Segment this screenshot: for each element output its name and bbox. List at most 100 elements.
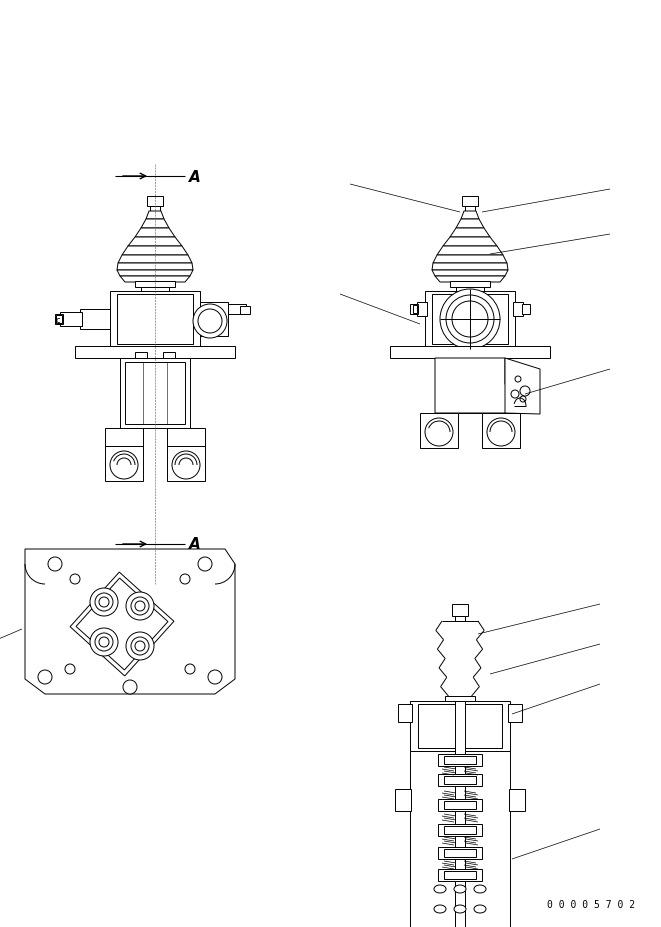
Polygon shape xyxy=(25,550,235,694)
Bar xyxy=(135,282,175,287)
Circle shape xyxy=(520,387,530,397)
Bar xyxy=(60,312,82,326)
Bar xyxy=(444,756,476,764)
Circle shape xyxy=(185,665,195,674)
Bar xyxy=(513,303,523,317)
Text: A: A xyxy=(189,170,201,184)
Circle shape xyxy=(520,397,526,402)
Circle shape xyxy=(110,451,138,479)
Bar xyxy=(417,303,427,317)
Bar xyxy=(438,870,482,881)
Polygon shape xyxy=(120,276,190,283)
Bar xyxy=(150,207,160,211)
Polygon shape xyxy=(443,237,497,247)
Bar xyxy=(508,705,522,722)
Ellipse shape xyxy=(474,885,486,893)
Polygon shape xyxy=(505,359,540,414)
Polygon shape xyxy=(456,220,484,229)
Bar xyxy=(135,352,147,359)
Circle shape xyxy=(208,670,222,684)
Polygon shape xyxy=(432,263,508,271)
Circle shape xyxy=(193,305,227,338)
Bar xyxy=(117,295,193,345)
Polygon shape xyxy=(141,220,169,229)
Bar xyxy=(456,287,484,292)
Ellipse shape xyxy=(434,885,446,893)
Polygon shape xyxy=(118,256,192,263)
Bar xyxy=(200,303,228,337)
Circle shape xyxy=(126,632,154,660)
Bar xyxy=(444,849,476,857)
Bar xyxy=(390,347,550,359)
Text: 0 0 0 0 5 7 0 2: 0 0 0 0 5 7 0 2 xyxy=(547,899,635,909)
Polygon shape xyxy=(461,211,479,220)
Bar xyxy=(80,310,110,330)
Bar xyxy=(163,352,175,359)
Bar xyxy=(509,789,525,811)
Ellipse shape xyxy=(474,905,486,913)
Bar xyxy=(438,824,482,836)
Bar xyxy=(55,314,63,324)
Bar xyxy=(147,197,163,207)
Polygon shape xyxy=(117,271,193,276)
Polygon shape xyxy=(435,276,505,283)
Bar xyxy=(228,305,246,314)
Bar xyxy=(452,604,468,616)
Bar xyxy=(435,359,505,413)
Circle shape xyxy=(511,390,519,399)
Ellipse shape xyxy=(434,905,446,913)
Bar xyxy=(105,447,143,481)
Bar xyxy=(410,701,510,751)
Polygon shape xyxy=(128,237,182,247)
Bar xyxy=(462,197,478,207)
Bar xyxy=(438,755,482,767)
Circle shape xyxy=(48,557,62,571)
Polygon shape xyxy=(76,578,168,670)
Polygon shape xyxy=(450,229,490,237)
Bar xyxy=(438,847,482,859)
Bar xyxy=(125,362,185,425)
Bar xyxy=(482,413,520,449)
Bar xyxy=(444,826,476,834)
Polygon shape xyxy=(122,247,188,256)
Bar xyxy=(167,447,205,481)
Bar xyxy=(438,799,482,811)
Bar xyxy=(444,801,476,809)
Bar xyxy=(395,789,411,811)
Circle shape xyxy=(515,376,521,383)
Bar xyxy=(444,776,476,784)
Ellipse shape xyxy=(454,885,466,893)
Bar xyxy=(105,428,143,447)
Bar xyxy=(425,292,515,347)
Polygon shape xyxy=(146,211,164,220)
Polygon shape xyxy=(432,271,508,276)
Circle shape xyxy=(90,589,118,616)
Bar xyxy=(141,287,169,292)
Text: A: A xyxy=(189,537,201,552)
Bar xyxy=(167,428,205,447)
Circle shape xyxy=(38,670,52,684)
Circle shape xyxy=(123,680,137,694)
Polygon shape xyxy=(70,573,174,676)
Polygon shape xyxy=(135,229,175,237)
Polygon shape xyxy=(437,247,503,256)
Bar xyxy=(413,306,417,313)
Bar xyxy=(465,207,475,211)
Circle shape xyxy=(425,419,453,447)
Circle shape xyxy=(198,557,212,571)
Circle shape xyxy=(172,451,200,479)
Bar xyxy=(445,696,475,701)
Circle shape xyxy=(440,289,500,349)
Bar xyxy=(398,705,412,722)
Circle shape xyxy=(65,665,75,674)
Bar xyxy=(110,292,200,347)
Bar xyxy=(120,359,190,428)
Bar xyxy=(432,295,508,345)
Bar xyxy=(522,305,530,314)
Bar xyxy=(410,305,418,314)
Bar xyxy=(455,701,465,927)
Text: c: c xyxy=(56,316,60,325)
Bar xyxy=(240,307,250,314)
Bar xyxy=(75,347,235,359)
Polygon shape xyxy=(117,263,193,271)
